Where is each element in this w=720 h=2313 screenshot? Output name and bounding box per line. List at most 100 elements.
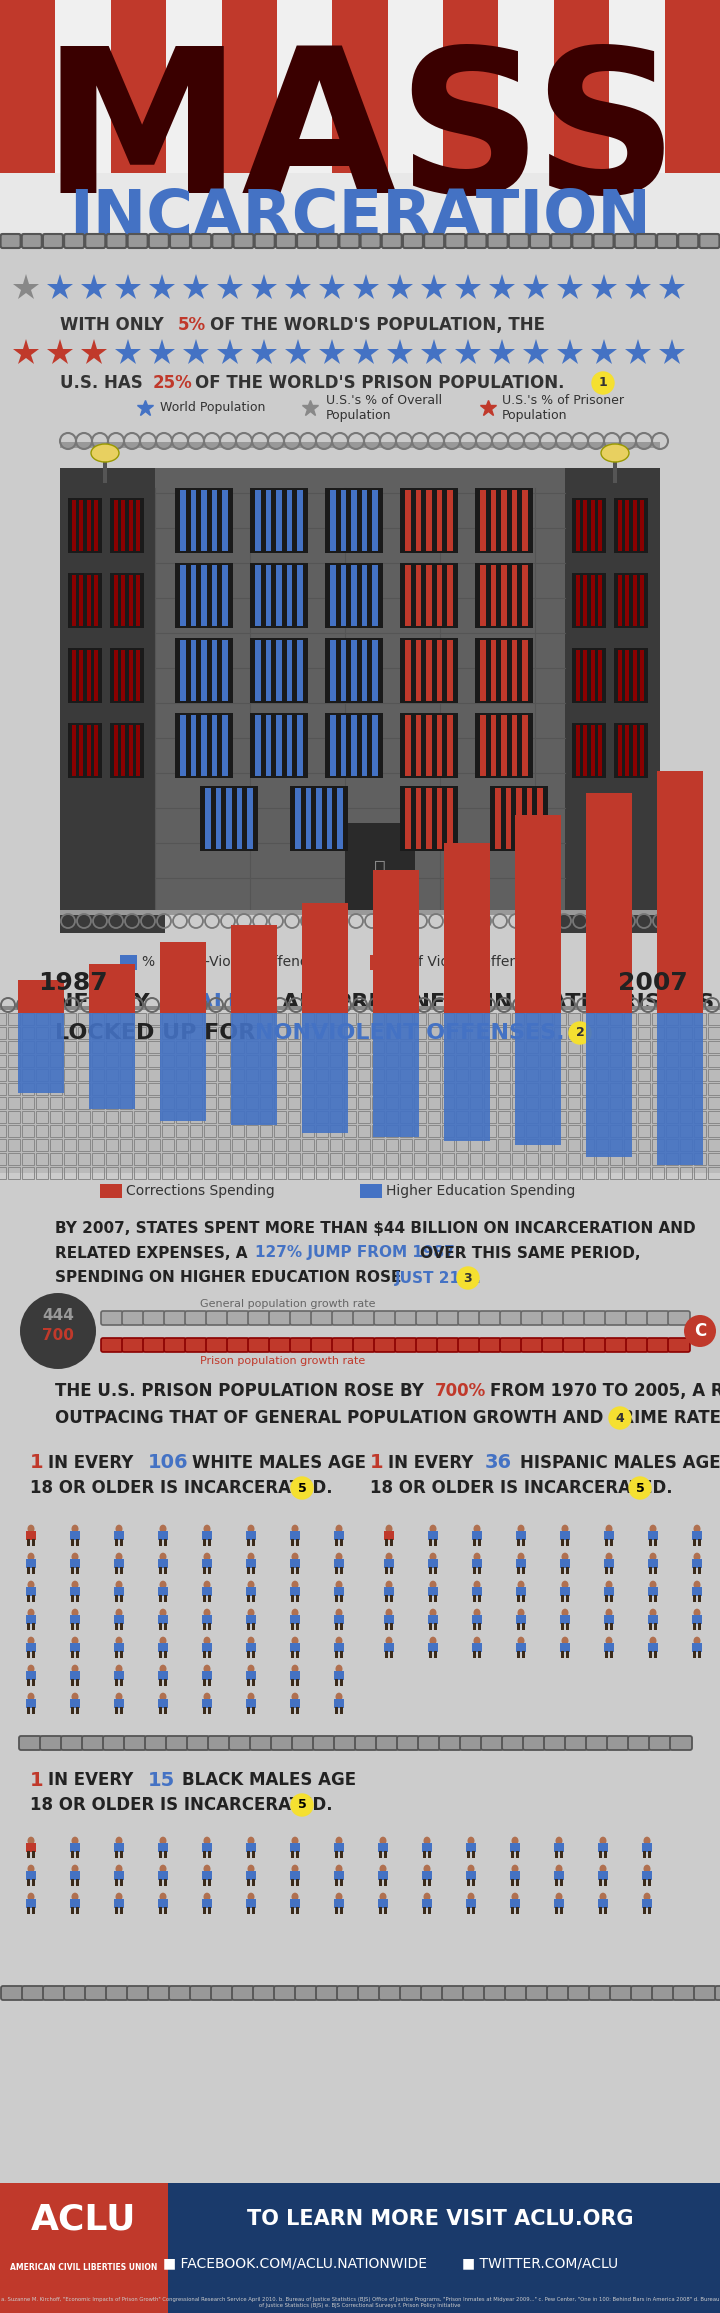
- Bar: [26, 1559, 36, 1568]
- Bar: [207, 1908, 212, 1913]
- Bar: [246, 1587, 256, 1596]
- Text: 5: 5: [297, 1483, 307, 1494]
- Text: 5%: 5%: [178, 317, 206, 333]
- Bar: [335, 1624, 338, 1631]
- Text: OVER THIS SAME PERIOD,: OVER THIS SAME PERIOD,: [420, 1244, 641, 1261]
- Ellipse shape: [606, 1524, 613, 1534]
- Bar: [512, 641, 517, 701]
- Text: Corrections Spending: Corrections Spending: [126, 1184, 275, 1198]
- Bar: [191, 641, 196, 701]
- Bar: [648, 1614, 658, 1624]
- FancyBboxPatch shape: [487, 234, 508, 247]
- FancyBboxPatch shape: [253, 1987, 275, 2001]
- Bar: [296, 1880, 300, 1885]
- Bar: [76, 1596, 79, 1603]
- Bar: [27, 1540, 30, 1545]
- Bar: [416, 715, 421, 775]
- FancyBboxPatch shape: [361, 234, 381, 247]
- Text: 127% JUMP FROM 1987.: 127% JUMP FROM 1987.: [255, 1244, 460, 1261]
- Bar: [71, 1651, 74, 1658]
- Bar: [0, 0, 55, 173]
- Bar: [433, 1624, 438, 1631]
- Bar: [79, 500, 83, 550]
- Bar: [472, 1596, 477, 1603]
- Text: SPENDING ON HIGHER EDUCATION ROSE: SPENDING ON HIGHER EDUCATION ROSE: [55, 1270, 401, 1286]
- Bar: [276, 490, 282, 550]
- Text: TO LEARN MORE VISIT ACLU.ORG: TO LEARN MORE VISIT ACLU.ORG: [247, 2209, 634, 2230]
- FancyBboxPatch shape: [276, 234, 296, 247]
- Bar: [246, 1908, 251, 1913]
- Bar: [390, 1651, 393, 1658]
- FancyBboxPatch shape: [148, 1987, 170, 2001]
- Bar: [155, 467, 565, 914]
- Bar: [698, 1624, 701, 1631]
- FancyBboxPatch shape: [458, 1337, 480, 1353]
- Bar: [114, 1559, 124, 1568]
- Ellipse shape: [27, 1524, 35, 1534]
- Bar: [110, 497, 144, 553]
- FancyBboxPatch shape: [657, 234, 677, 247]
- Bar: [26, 1642, 36, 1651]
- Bar: [340, 1568, 343, 1575]
- Bar: [537, 789, 543, 849]
- Bar: [330, 564, 336, 627]
- Bar: [276, 715, 282, 775]
- Bar: [516, 1559, 526, 1568]
- Text: AMERICAN CIVIL LIBERTIES UNION: AMERICAN CIVIL LIBERTIES UNION: [10, 2262, 158, 2271]
- FancyBboxPatch shape: [395, 1311, 417, 1325]
- Ellipse shape: [336, 1552, 343, 1561]
- Bar: [693, 1624, 696, 1631]
- Bar: [387, 0, 443, 173]
- Ellipse shape: [27, 1837, 35, 1846]
- Bar: [428, 1624, 432, 1631]
- Bar: [692, 1531, 702, 1540]
- Bar: [330, 490, 336, 550]
- Circle shape: [684, 1316, 716, 1346]
- Bar: [76, 1568, 79, 1575]
- Bar: [114, 1871, 124, 1880]
- FancyBboxPatch shape: [143, 1311, 165, 1325]
- Bar: [27, 1624, 30, 1631]
- FancyBboxPatch shape: [542, 1311, 564, 1325]
- Text: ■ TWITTER.COM/ACLU: ■ TWITTER.COM/ACLU: [462, 2257, 618, 2271]
- Bar: [110, 648, 144, 703]
- Bar: [614, 724, 648, 777]
- FancyBboxPatch shape: [584, 1337, 606, 1353]
- Bar: [266, 490, 271, 550]
- Ellipse shape: [556, 1864, 562, 1874]
- Bar: [437, 641, 442, 701]
- FancyBboxPatch shape: [647, 1311, 669, 1325]
- Ellipse shape: [644, 1892, 651, 1901]
- Bar: [158, 1587, 168, 1596]
- Bar: [32, 1707, 35, 1714]
- Bar: [175, 562, 233, 629]
- Bar: [32, 1651, 35, 1658]
- Bar: [416, 490, 421, 550]
- Bar: [423, 1908, 426, 1913]
- Ellipse shape: [160, 1580, 166, 1589]
- Bar: [252, 1568, 256, 1575]
- Bar: [202, 490, 207, 550]
- Bar: [559, 1908, 563, 1913]
- Bar: [290, 1642, 300, 1651]
- Bar: [114, 1540, 118, 1545]
- Ellipse shape: [385, 1608, 392, 1617]
- FancyBboxPatch shape: [271, 1737, 293, 1751]
- Ellipse shape: [385, 1552, 392, 1561]
- Bar: [384, 1624, 388, 1631]
- Bar: [207, 1651, 212, 1658]
- Text: Prison population growth rate: Prison population growth rate: [200, 1355, 365, 1367]
- Bar: [466, 1871, 476, 1880]
- Ellipse shape: [204, 1892, 210, 1901]
- Text: IN EVERY: IN EVERY: [48, 1772, 133, 1788]
- Bar: [641, 724, 644, 775]
- Bar: [122, 500, 125, 550]
- Bar: [340, 1908, 343, 1913]
- Bar: [338, 789, 343, 849]
- Bar: [202, 1642, 212, 1651]
- Bar: [71, 1908, 74, 1913]
- Bar: [222, 641, 228, 701]
- Ellipse shape: [115, 1693, 122, 1700]
- Bar: [114, 1899, 124, 1908]
- Bar: [642, 1899, 652, 1908]
